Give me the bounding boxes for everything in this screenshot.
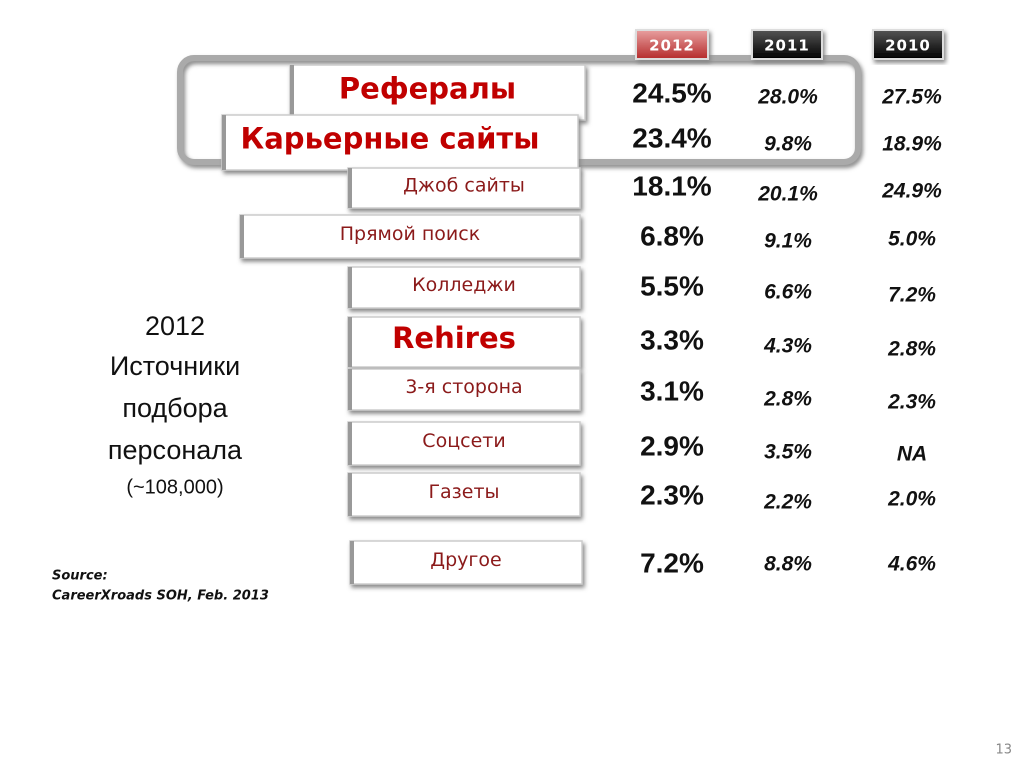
row-value: 27.5%: [881, 86, 942, 109]
label-box: [347, 421, 581, 466]
row-label: Прямой поиск: [340, 223, 480, 245]
row-value: 18.1%: [632, 170, 711, 201]
row-value: 2.0%: [887, 488, 936, 511]
year-label: 2012: [649, 37, 695, 55]
row-label: Газеты: [428, 481, 499, 503]
label-box-edge: [350, 541, 354, 584]
row-value: 9.1%: [764, 230, 812, 253]
label-box-edge: [348, 168, 352, 208]
row-label: Колледжи: [412, 274, 516, 296]
year-header: [872, 29, 944, 60]
row-value: 2.9%: [640, 430, 704, 461]
row-value: 5.5%: [640, 270, 704, 301]
year-header: [751, 29, 823, 60]
row-value: 18.9%: [882, 133, 942, 156]
label-box-edge: [348, 369, 352, 410]
row-value: 2.3%: [640, 479, 704, 510]
label-box: [347, 316, 581, 368]
year-header: [635, 29, 709, 60]
label-box-edge: [348, 267, 352, 308]
row-value: 20.1%: [757, 183, 818, 206]
row-label: Rehires: [392, 321, 516, 355]
side-title: 2012: [145, 311, 205, 341]
side-title: персонала: [108, 435, 243, 465]
page-number: 13: [995, 743, 1012, 758]
side-title: Источники: [110, 351, 240, 381]
label-box-edge: [290, 65, 294, 120]
row-value: 4.3%: [763, 335, 812, 358]
side-title: (~108,000): [126, 476, 223, 498]
row-value: 6.8%: [640, 220, 704, 251]
label-box-edge: [240, 215, 244, 258]
row-value: 9.8%: [764, 133, 812, 156]
source-text: CareerXroads SOH, Feb. 2013: [52, 589, 269, 604]
row-label: Соцсети: [422, 430, 505, 452]
row-value: 28.0%: [757, 86, 818, 109]
row-value: 3.5%: [764, 441, 812, 464]
row-value: 2.3%: [887, 391, 936, 414]
row-label: 3-я сторона: [405, 376, 522, 398]
side-title: подбора: [122, 393, 228, 423]
row-value: 3.3%: [640, 324, 704, 355]
row-label: Рефералы: [339, 72, 516, 106]
row-label: Карьерные сайты: [241, 122, 540, 156]
year-label: 2010: [885, 37, 931, 55]
row-value: 6.6%: [764, 281, 812, 304]
label-box-edge: [348, 317, 352, 367]
label-box: [347, 368, 581, 411]
label-box-edge: [348, 473, 352, 516]
row-value: 8.8%: [764, 553, 812, 576]
row-value: 5.0%: [888, 228, 936, 251]
row-value: 23.4%: [632, 122, 711, 153]
label-box-edge: [348, 422, 352, 465]
row-value: 24.9%: [881, 180, 942, 203]
label-box-edge: [222, 115, 226, 170]
label-box: [349, 540, 583, 585]
row-value: 2.2%: [763, 491, 812, 514]
row-label: Джоб сайты: [403, 175, 525, 197]
row-value: 7.2%: [640, 547, 704, 578]
source-text: Source:: [52, 569, 108, 584]
row-value: 4.6%: [887, 553, 936, 576]
row-label: Другое: [430, 549, 501, 571]
row-value: 3.1%: [640, 375, 704, 406]
row-value: 24.5%: [632, 77, 711, 108]
row-value: 7.2%: [888, 284, 936, 307]
row-value: 2.8%: [763, 388, 812, 411]
row-value: NA: [897, 443, 927, 466]
row-value: 2.8%: [887, 338, 936, 361]
year-label: 2011: [764, 37, 810, 55]
